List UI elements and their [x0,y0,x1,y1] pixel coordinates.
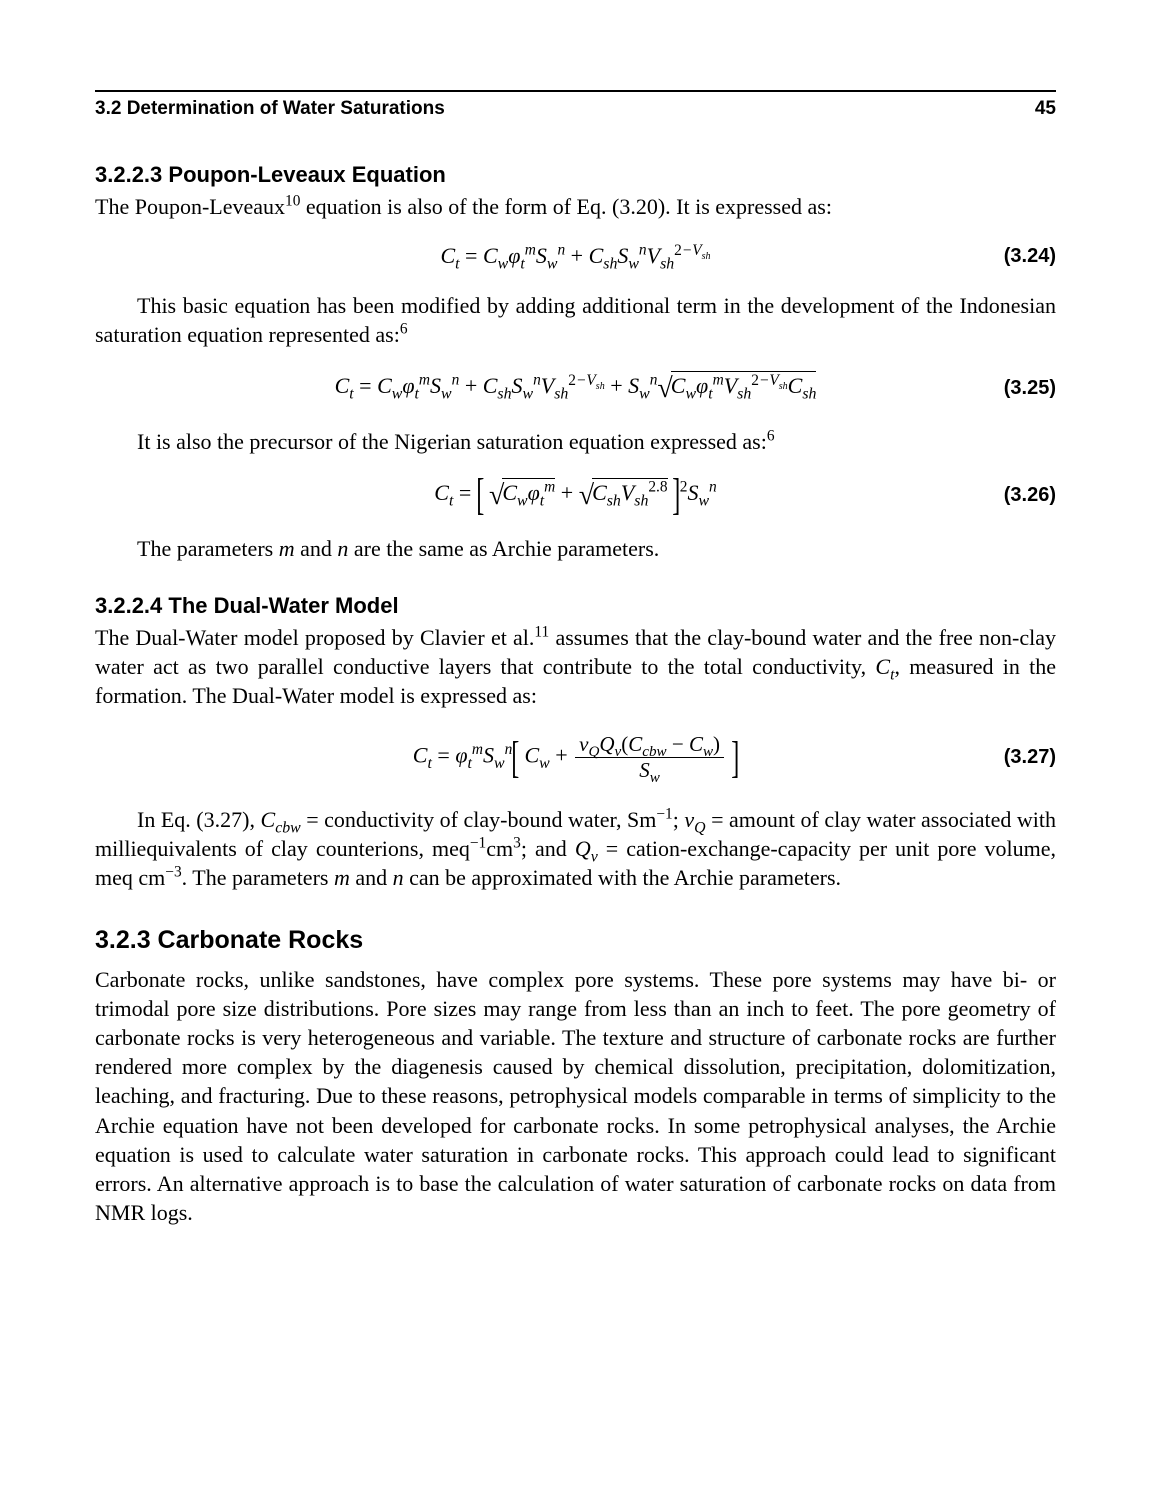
text: The Poupon-Leveaux [95,194,285,219]
text: It is also the precursor of the Nigerian… [137,429,767,454]
equation-3-27: Ct = φtmSwn[ Cw + vQQv(Ccbw − Cw) Sw ] (… [95,732,1056,783]
text: equation is also of the form of Eq. (3.2… [300,194,832,219]
page: 3.2 Determination of Water Saturations 4… [0,0,1151,1500]
text: This basic equation has been modified by… [95,293,1056,347]
heading-323: 3.2.3 Carbonate Rocks [95,926,1056,955]
equation-math: Ct = CwφtmSwn + CshSwnVsh2−Vsh [440,243,710,269]
para-323-1: Carbonate rocks, unlike sandstones, have… [95,965,1056,1226]
equation-math: Ct = [ √Cwφtm + √CshVsh2.8 ]2Swn [434,478,716,512]
equation-math: Ct = CwφtmSwn + CshSwnVsh2−Vsh + Swn√Cwφ… [335,371,817,405]
footnote-ref: 11 [534,624,549,641]
var-n: n [337,536,348,561]
running-header: 3.2 Determination of Water Saturations 4… [95,98,1056,120]
heading-3223: 3.2.2.3 Poupon-Leveaux Equation [95,162,1056,188]
equation-number: (3.24) [1004,245,1056,268]
text: The Dual-Water model proposed by Clavier… [95,625,534,650]
text: and [295,536,338,561]
footnote-ref: 6 [400,321,408,338]
section-header: 3.2 Determination of Water Saturations [95,98,445,120]
text: are the same as Archie parameters. [348,536,659,561]
equation-3-25: Ct = CwφtmSwn + CshSwnVsh2−Vsh + Swn√Cwφ… [95,371,1056,405]
para-3223-4: The parameters m and n are the same as A… [95,534,1056,563]
footnote-ref: 10 [285,193,300,210]
para-3223-1: The Poupon-Leveaux10 equation is also of… [95,192,1056,221]
footnote-ref: 6 [767,428,775,445]
equation-number: (3.26) [1004,484,1056,507]
equation-number: (3.27) [1004,746,1056,769]
equation-math: Ct = φtmSwn[ Cw + vQQv(Ccbw − Cw) Sw ] [413,732,738,783]
var-C: C [875,654,890,679]
page-number: 45 [1035,98,1056,120]
para-3224-2: In Eq. (3.27), Ccbw = conductivity of cl… [95,805,1056,892]
para-3223-2: This basic equation has been modified by… [95,291,1056,349]
text: The parameters [137,536,279,561]
heading-3224: 3.2.2.4 The Dual-Water Model [95,593,1056,619]
equation-number: (3.25) [1004,377,1056,400]
var-m: m [279,536,295,561]
equation-3-24: Ct = CwφtmSwn + CshSwnVsh2−Vsh (3.24) [95,243,1056,269]
top-rule [95,90,1056,92]
equation-3-26: Ct = [ √Cwφtm + √CshVsh2.8 ]2Swn (3.26) [95,478,1056,512]
para-3224-1: The Dual-Water model proposed by Clavier… [95,623,1056,710]
para-3223-3: It is also the precursor of the Nigerian… [95,427,1056,456]
